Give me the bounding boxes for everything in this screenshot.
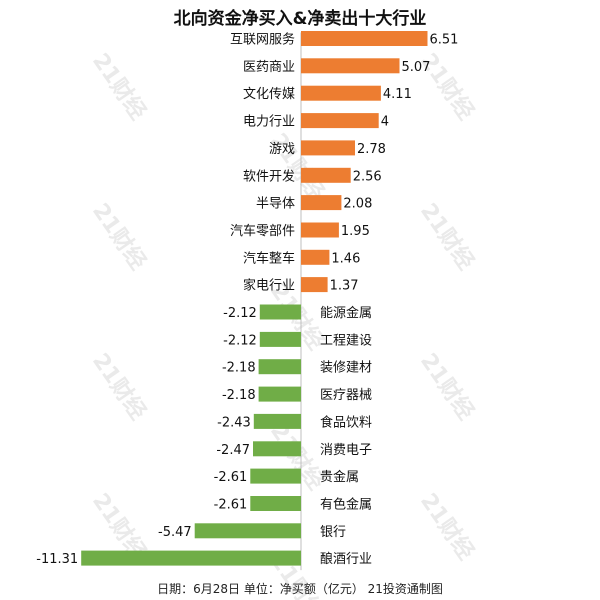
data-label: 4.11 — [383, 87, 412, 102]
watermark-text: 21财经 — [415, 489, 479, 565]
bar — [301, 277, 328, 293]
bar — [301, 167, 351, 183]
data-label: 1.95 — [341, 224, 370, 239]
category-label: 能源金属 — [320, 305, 372, 321]
category-label: 家电行业 — [243, 278, 295, 294]
data-label: -2.61 — [214, 470, 248, 485]
watermark-text: 21财经 — [87, 49, 151, 125]
category-label: 消费电子 — [320, 443, 372, 458]
bar — [259, 304, 301, 320]
data-label: -2.18 — [222, 361, 256, 376]
data-label: 6.51 — [430, 33, 459, 48]
category-label: 软件开发 — [243, 168, 295, 184]
bar — [250, 468, 301, 484]
data-label: 4 — [381, 115, 389, 130]
watermark-text: 21财经 — [415, 349, 479, 425]
category-label: 电力行业 — [243, 115, 295, 130]
watermark-text: 21财经 — [265, 129, 329, 205]
bar — [301, 140, 355, 156]
data-label: -2.43 — [217, 415, 251, 430]
data-label: 2.78 — [357, 142, 386, 157]
bar — [301, 85, 381, 101]
bar — [194, 523, 301, 539]
bar — [253, 413, 301, 429]
data-label: 1.37 — [330, 279, 359, 294]
category-label: 酿酒行业 — [320, 551, 372, 567]
category-label: 工程建设 — [320, 333, 372, 348]
bar — [258, 359, 301, 375]
bar — [81, 550, 301, 566]
data-label: 2.08 — [343, 197, 372, 212]
category-label: 互联网服务 — [230, 32, 295, 48]
data-label: -2.47 — [216, 443, 250, 458]
watermark-text: 21财经 — [87, 199, 151, 275]
bar — [301, 31, 428, 46]
watermark-text: 21财经 — [87, 349, 151, 425]
bar — [301, 58, 400, 74]
category-label: 医疗器械 — [320, 388, 372, 403]
bar — [259, 331, 301, 347]
data-label: -2.61 — [214, 498, 248, 513]
data-label: -5.47 — [158, 525, 192, 540]
watermark-text: 21财经 — [415, 199, 479, 275]
bar — [301, 113, 379, 129]
category-label: 汽车整车 — [243, 250, 295, 266]
category-label: 汽车零部件 — [230, 223, 295, 239]
data-label: 1.46 — [331, 251, 360, 266]
category-label: 有色金属 — [320, 497, 372, 513]
bar — [253, 441, 301, 457]
category-label: 食品饮料 — [320, 414, 372, 430]
category-label: 半导体 — [256, 197, 295, 212]
bar — [301, 195, 342, 211]
category-label: 文化传媒 — [243, 87, 295, 102]
bar — [301, 249, 330, 265]
data-label: -2.12 — [223, 306, 257, 321]
data-label: 2.56 — [353, 169, 382, 184]
category-label: 医药商业 — [243, 60, 295, 75]
data-label: -11.31 — [36, 552, 78, 567]
chart-footer: 日期：6月28日 单位：净买额（亿元） 21投资通制图 — [157, 582, 443, 596]
category-label: 银行 — [320, 525, 346, 540]
data-label: 5.07 — [402, 60, 431, 75]
data-label: -2.18 — [222, 388, 256, 403]
category-label: 贵金属 — [320, 469, 359, 485]
bar — [301, 222, 339, 238]
category-label: 装修建材 — [320, 361, 372, 376]
bar — [250, 496, 301, 511]
category-label: 游戏 — [269, 142, 295, 157]
data-label: -2.12 — [223, 333, 257, 348]
bar — [258, 386, 301, 402]
chart-title: 北向资金净买入&净卖出十大行业 — [173, 9, 427, 29]
